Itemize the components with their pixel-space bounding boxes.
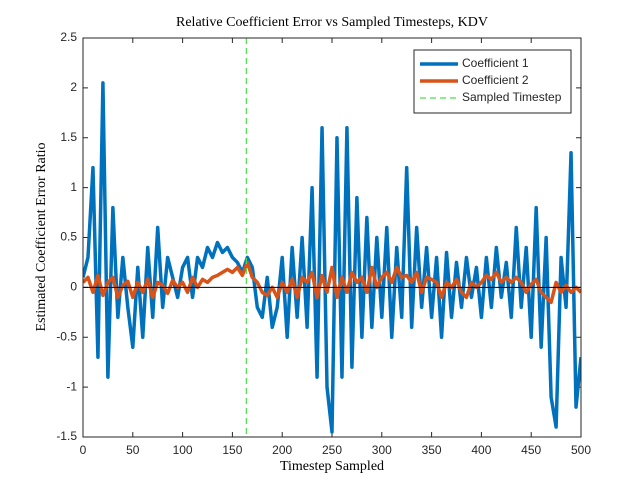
- y-tick-label: -1.5: [56, 429, 77, 443]
- legend-label: Coefficient 1: [462, 56, 529, 70]
- x-tick-label: 250: [322, 443, 342, 457]
- x-tick-label: 0: [80, 443, 87, 457]
- x-tick-label: 200: [272, 443, 292, 457]
- x-axis-label: Timestep Sampled: [280, 459, 384, 474]
- y-axis-label: Estimated Coefficient Error Ratio: [34, 142, 49, 331]
- x-tick-label: 400: [471, 443, 491, 457]
- y-tick-label: -0.5: [56, 329, 77, 343]
- y-tick-label: 2: [70, 80, 77, 94]
- x-tick-label: 50: [126, 443, 140, 457]
- y-tick-label: 0: [70, 280, 77, 294]
- y-tick-label: -1: [66, 379, 77, 393]
- legend-label: Coefficient 2: [462, 73, 529, 87]
- x-tick-label: 450: [521, 443, 541, 457]
- x-tick-label: 500: [571, 443, 591, 457]
- x-tick-label: 150: [222, 443, 242, 457]
- y-tick-label: 1: [70, 180, 77, 194]
- x-tick-label: 100: [173, 443, 193, 457]
- x-tick-label: 300: [372, 443, 392, 457]
- legend-label: Sampled Timestep: [462, 90, 562, 104]
- y-tick-label: 0.5: [60, 230, 77, 244]
- series-line: [83, 81, 581, 434]
- x-tick-label: 350: [422, 443, 442, 457]
- chart-title: Relative Coefficient Error vs Sampled Ti…: [176, 15, 488, 30]
- plot-frame: [82, 37, 582, 438]
- y-tick-label: 2.5: [60, 30, 77, 44]
- series-line: [83, 260, 581, 305]
- y-tick-label: 1.5: [60, 130, 77, 144]
